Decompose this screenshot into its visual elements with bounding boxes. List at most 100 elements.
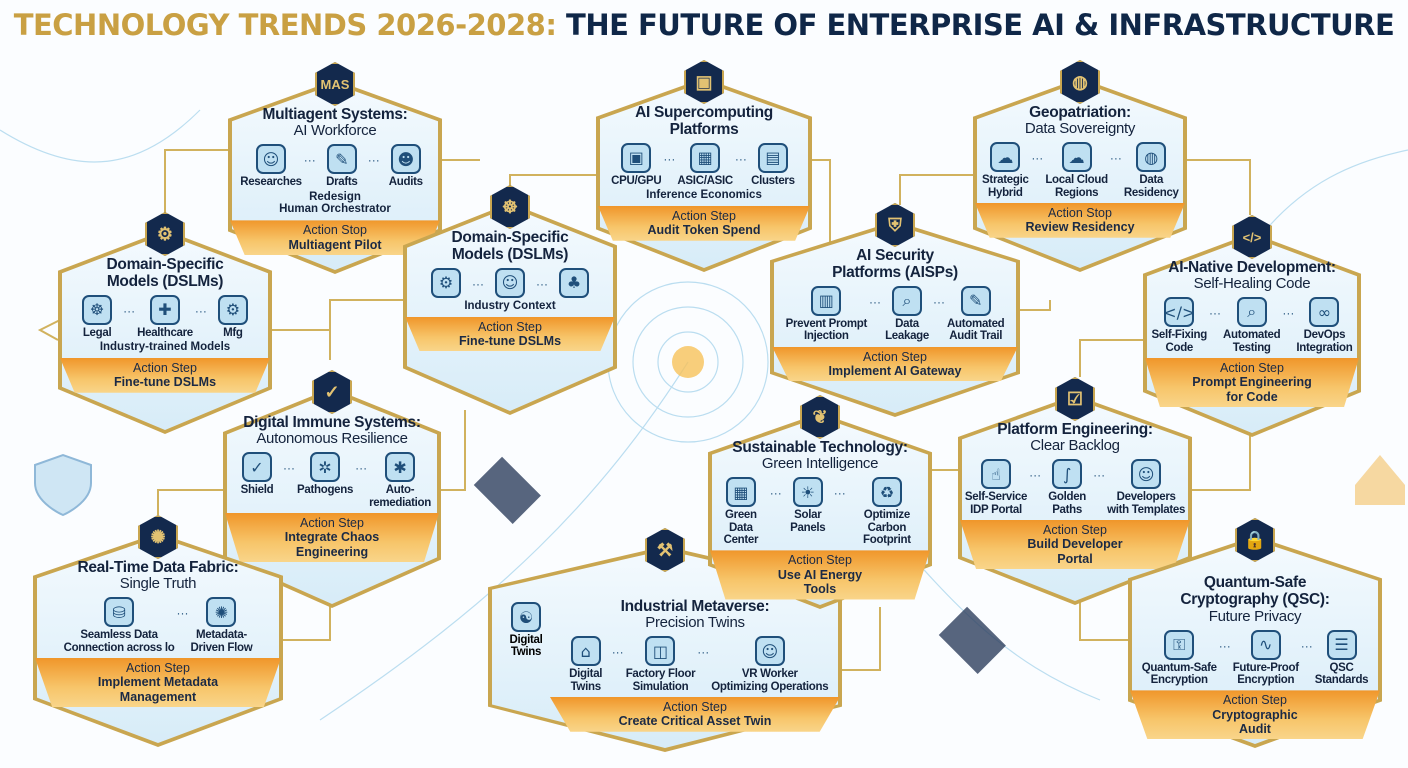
card-item: ∿ Future-Proof Encryption (1232, 629, 1299, 687)
action-step-band[interactable]: Action Step Fine-tune DSLMs (60, 358, 270, 393)
action-step-band[interactable]: Action Step Use AI Energy Tools (710, 550, 930, 600)
dotted-connector: ··· (176, 606, 189, 621)
card-panel (774, 225, 1016, 413)
card-content: Sustainable Technology: Green Intelligenc… (710, 439, 930, 600)
trend-card-geo[interactable]: ◍ Geopatriation: Data Sovereignty ☁ Strategi… (973, 60, 1187, 272)
action-step-band[interactable]: Action Step Build Developer Portal (960, 519, 1190, 570)
dotted-connector: ··· (536, 276, 548, 291)
card-subtitle: Green Intelligence (761, 455, 879, 473)
card-item: ☺ Researches (240, 144, 302, 188)
action-step-text: Use AI Energy Tools (777, 567, 863, 597)
action-step-band[interactable]: Action Stop Multiagent Pilot (230, 220, 440, 256)
card-icon-row: ☸ Legal ··· ✚ Healthcare ··· ⚙ Mfg (64, 294, 266, 339)
action-step-band[interactable]: Action Step Implement Metadata Management (35, 657, 281, 708)
title-gold-part: TECHNOLOGY TRENDS 2026-2028: (13, 8, 557, 42)
card-subtitle: AI Workforce (293, 122, 377, 140)
action-step-label: Action Step (863, 349, 927, 364)
virus-icon: ✲ (310, 452, 341, 483)
card-item: ✎ Automated Audit Trail (947, 285, 1005, 343)
dotted-connector: ··· (869, 294, 882, 309)
card-item: ⌕ Automated Testing (1223, 297, 1281, 354)
card-icon-row: ☁ Strategic Hybrid ··· ☁ Local Cloud Regions… (979, 142, 1181, 199)
brain-icon: ☸ (82, 294, 113, 325)
action-step-label: Action Stop (303, 223, 367, 238)
action-step-band[interactable]: Action Stop Review Residency (975, 202, 1185, 238)
trend-card-mas[interactable]: MAS Multiagent Systems: AI Workforce ☺ Resea… (228, 62, 442, 274)
gear-circuit-icon: ⚙ (431, 267, 461, 298)
page-title: TECHNOLOGY TRENDS 2026-2028: THE FUTURE … (0, 8, 1408, 42)
card-item: ▦ ASIC/ASIC (677, 142, 733, 187)
side-item: ☯ Digital Twins (500, 602, 552, 659)
twin-brains-icon: ☯ (511, 602, 541, 632)
item-label: Legal (82, 326, 112, 339)
action-step-band[interactable]: Action Step Implement AI Gateway (772, 346, 1018, 382)
dotted-connector: ··· (194, 303, 207, 318)
robot-icon: ☺ (255, 144, 286, 175)
item-label: Drafts (326, 176, 358, 189)
card-icon-row: ▣ CPU/GPU ··· ▦ ASIC/ASIC ··· ▤ Clusters (602, 142, 806, 187)
action-step-band[interactable]: Action Step Audit Token Spend (598, 206, 810, 241)
card-note: Industry-trained Models (99, 341, 231, 354)
item-label: Self-Fixing Code (1151, 329, 1208, 354)
card-panel (37, 537, 279, 743)
action-step-label: Action Step (126, 660, 190, 675)
item-label: Auto- remediation (369, 484, 431, 509)
trend-card-dslm-center[interactable]: ☸ Domain-Specific Models (DSLMs) ⚙ ··· ☺ ··· ♣… (403, 185, 617, 415)
trend-card-platform[interactable]: ☑ Platform Engineering: Clear Backlog ☝ Self… (958, 377, 1192, 605)
card-subtitle: Autonomous Resilience (256, 430, 408, 448)
card-item: </> Self-Fixing Code (1152, 297, 1207, 354)
card-title: Platform Engineering: (997, 421, 1153, 438)
action-step-label: Action Step (1223, 693, 1287, 708)
gpu-icon: ▤ (757, 142, 788, 173)
item-label: Mfg (223, 326, 243, 339)
audit-document-icon: ✎ (960, 285, 991, 316)
item-label: Automated Audit Trail (947, 317, 1005, 343)
dotted-connector: ··· (611, 645, 624, 660)
card-item: ☰ QSC Standards (1315, 629, 1369, 687)
dotted-connector: ··· (1218, 638, 1231, 653)
item-label: Automated Testing (1223, 329, 1281, 354)
card-item: ◫ Factory Floor Simulation (626, 636, 696, 693)
action-step-band[interactable]: Action Step Prompt Engineering for Code (1145, 357, 1359, 408)
person-chat-icon: ☻ (390, 144, 421, 175)
test-search-icon: ⌕ (1236, 297, 1267, 328)
asic-chip-icon: ▦ (690, 142, 721, 173)
action-step-text: Build Developer Portal (1027, 537, 1123, 566)
item-label: Data Residency (1123, 174, 1179, 199)
road-icon: ∫ (1052, 459, 1083, 490)
card-icon-row: ⛁ Seamless Data Connection across lo ··· ✺ M… (39, 597, 277, 654)
item-label: Factory Floor Simulation (625, 668, 696, 693)
vr-headset-icon: ◫ (645, 636, 676, 667)
cloud-globe-icon: ☁ (1061, 142, 1092, 173)
dotted-connector: ··· (303, 153, 316, 168)
action-step-text: Audit Token Spend (647, 223, 761, 238)
cpu-icon: ▣ (621, 142, 652, 173)
action-step-band[interactable]: Action Step Cryptographic Audit (1130, 690, 1380, 740)
trend-card-security[interactable]: ⛨ AI Security Platforms (AISPs) ▥ Prevent P… (770, 203, 1020, 417)
trend-card-sustain[interactable]: ❦ Sustainable Technology: Green Intelligen… (708, 395, 932, 609)
card-title: Geopatriation: (1029, 104, 1131, 121)
action-step-band[interactable]: Action Step Create Critical Asset Twin (550, 696, 840, 732)
action-step-band[interactable]: Action Step Fine-tune DSLMs (405, 316, 615, 352)
trend-card-qsc[interactable]: 🔒 Quantum-Safe Cryptography (QSC): Future … (1128, 518, 1382, 748)
action-step-band[interactable]: Action Step Integrate Chaos Engineering (225, 512, 439, 563)
trend-card-supercomp[interactable]: ▣ AI Supercomputing Platforms ▣ CPU/GPU ··· ▦… (596, 60, 812, 272)
item-label: Golden Paths (1048, 491, 1087, 516)
card-icon-row: ⌂ Digital Twins ··· ◫ Factory Floor Simulati… (554, 636, 836, 693)
card-title: AI-Native Development: (1168, 259, 1336, 276)
trend-card-ainative[interactable]: </> AI-Native Development: Self-Healing Co… (1143, 215, 1361, 437)
card-title: Quantum-Safe Cryptography (QSC): (1180, 574, 1330, 609)
action-step-text: Implement Metadata Management (97, 675, 219, 704)
card-item: ✎ Drafts (318, 144, 366, 188)
item-label: Optimize Carbon Footprint (863, 509, 911, 546)
trend-card-fabric[interactable]: ✺ Real-Time Data Fabric: Single Truth ⛁ Seam… (33, 515, 283, 747)
trend-card-dslm-left[interactable]: ⚙ Domain-Specific Models (DSLMs) ☸ Legal ···… (58, 212, 272, 434)
card-item: ✺ Metadata- Driven Flow (191, 597, 253, 654)
item-label: VR Worker Optimizing Operations (711, 668, 829, 693)
card-title: Domain-Specific Models (DSLMs) (106, 256, 224, 291)
action-step-label: Action Step (478, 319, 542, 334)
doctor-icon: ☺ (495, 267, 525, 298)
item-label: Future-Proof Encryption (1232, 661, 1299, 686)
action-step-label: Action Step (133, 361, 197, 375)
card-title: Digital Immune Systems: (243, 414, 421, 431)
